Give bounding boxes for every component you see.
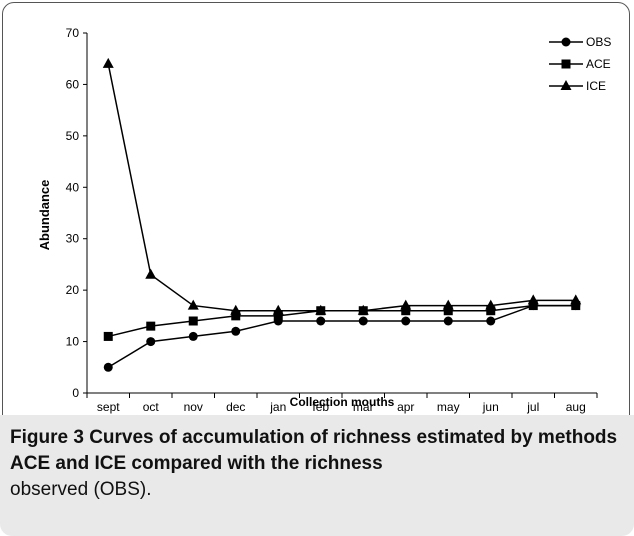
y-tick-label: 70 <box>66 26 80 40</box>
data-point-ice <box>357 304 369 315</box>
data-point-ace <box>486 306 496 316</box>
data-point-ice <box>400 299 412 310</box>
data-point-ice <box>442 299 454 310</box>
y-tick-label: 50 <box>66 129 80 143</box>
x-tick-label: apr <box>397 400 414 414</box>
x-tick-label: oct <box>143 400 160 414</box>
data-point-ice <box>315 304 327 315</box>
x-tick-label: jan <box>269 400 286 414</box>
y-tick-label: 60 <box>66 77 80 91</box>
data-point-ice <box>187 299 199 310</box>
y-tick-label: 0 <box>72 386 79 400</box>
x-tick-label: may <box>437 400 460 414</box>
data-point-ice <box>272 304 284 315</box>
data-point-ace <box>401 306 411 316</box>
data-point-ace <box>571 301 581 311</box>
x-tick-label: sept <box>97 400 120 414</box>
caption-rest: observed (OBS). <box>10 479 152 500</box>
series-obs <box>103 301 581 372</box>
figure-caption: Figure 3 Curves of accumulation of richn… <box>0 415 634 536</box>
data-point-ice <box>145 268 157 279</box>
data-point-obs <box>146 337 156 347</box>
series-line-obs <box>107 304 576 368</box>
x-tick-label: aug <box>566 400 586 414</box>
data-point-ace <box>103 331 113 341</box>
data-point-ice <box>485 299 497 310</box>
data-point-ace <box>231 311 241 321</box>
y-tick-label: 30 <box>66 232 80 246</box>
x-tick-label: jun <box>482 400 499 414</box>
series-line-ice <box>107 63 576 312</box>
data-point-obs <box>188 331 198 341</box>
y-tick-label: 40 <box>66 180 80 194</box>
legend-marker <box>560 80 572 90</box>
data-point-ace <box>146 321 156 331</box>
data-point-obs <box>358 316 368 326</box>
legend-label: ACE <box>586 57 611 71</box>
chart-legend: OBS ACE ICE <box>549 35 611 93</box>
data-point-obs <box>316 316 326 326</box>
data-point-ace <box>528 301 538 311</box>
legend-marker <box>561 37 571 47</box>
legend-label: OBS <box>586 35 611 49</box>
legend-label: ICE <box>586 79 606 93</box>
x-axis-ticks: sept oct nov dec jan feb mar apr may jun jul aug <box>86 393 598 414</box>
y-axis-ticks: 0 10 20 30 40 50 60 70 <box>66 26 87 400</box>
x-axis-label: Collection mouths <box>290 395 395 409</box>
data-point-ice <box>102 57 114 68</box>
legend-marker <box>561 59 571 69</box>
data-point-ice <box>230 304 242 315</box>
data-point-obs <box>486 316 496 326</box>
data-point-ace <box>188 316 198 326</box>
x-tick-label: jul <box>526 400 539 414</box>
chart: 0 10 20 30 40 50 60 70 sept oct nov dec jan feb mar ap… <box>37 26 611 414</box>
y-axis-label: Abundance <box>37 180 52 251</box>
data-point-ice <box>527 294 539 305</box>
x-tick-label: feb <box>312 400 329 414</box>
caption-figure-label: Figure 3 <box>10 427 84 448</box>
x-tick-label: nov <box>184 400 203 414</box>
data-point-obs <box>231 326 241 336</box>
data-point-ace <box>273 311 283 321</box>
data-point-obs <box>103 362 113 372</box>
x-tick-label: mar <box>353 400 374 414</box>
series-ice <box>102 57 582 315</box>
x-tick-label: dec <box>226 400 245 414</box>
chart-series <box>102 57 582 372</box>
y-tick-label: 20 <box>66 283 80 297</box>
data-point-ace <box>443 306 453 316</box>
chart-axes <box>86 33 597 394</box>
data-point-ice <box>570 294 582 305</box>
caption-title: Curves of accumulation of richness estim… <box>10 427 618 474</box>
data-point-obs <box>401 316 411 326</box>
data-point-obs <box>443 316 453 326</box>
y-tick-label: 10 <box>66 335 80 349</box>
